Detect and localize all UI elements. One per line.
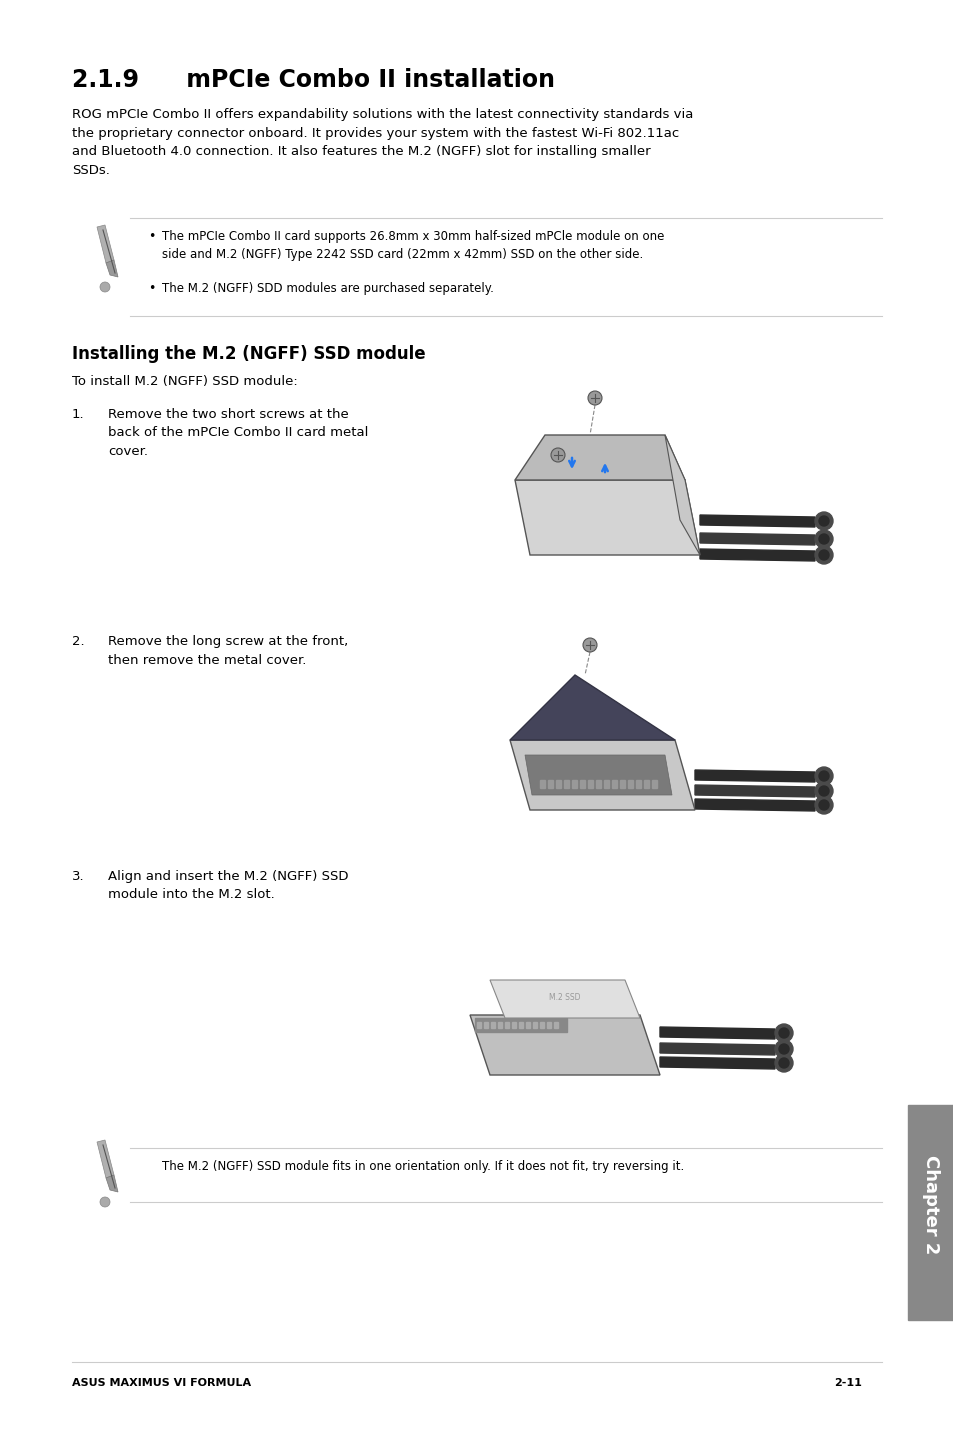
Polygon shape bbox=[700, 533, 814, 545]
Bar bbox=[603, 779, 608, 788]
Text: 2.1.9  mPCIe Combo II installation: 2.1.9 mPCIe Combo II installation bbox=[71, 68, 555, 92]
Polygon shape bbox=[659, 1027, 774, 1040]
Circle shape bbox=[774, 1054, 792, 1071]
Polygon shape bbox=[106, 260, 118, 278]
Circle shape bbox=[551, 449, 564, 462]
Text: Chapter 2: Chapter 2 bbox=[921, 1155, 939, 1255]
Polygon shape bbox=[700, 549, 814, 561]
Circle shape bbox=[779, 1044, 788, 1054]
Bar bbox=[539, 1022, 543, 1028]
Polygon shape bbox=[490, 981, 639, 1018]
Circle shape bbox=[814, 531, 832, 548]
Text: •: • bbox=[148, 230, 155, 243]
Text: Align and insert the M.2 (NGFF) SSD
module into the M.2 slot.: Align and insert the M.2 (NGFF) SSD modu… bbox=[108, 870, 348, 902]
Polygon shape bbox=[106, 1175, 118, 1192]
Text: 1.: 1. bbox=[71, 408, 85, 421]
Text: Remove the two short screws at the
back of the mPCIe Combo II card metal
cover.: Remove the two short screws at the back … bbox=[108, 408, 368, 457]
Bar bbox=[643, 779, 648, 788]
Polygon shape bbox=[695, 769, 814, 782]
Bar bbox=[554, 1022, 558, 1028]
Bar bbox=[491, 1022, 495, 1028]
Bar bbox=[497, 1022, 501, 1028]
Text: Remove the long screw at the front,
then remove the metal cover.: Remove the long screw at the front, then… bbox=[108, 636, 348, 666]
Circle shape bbox=[818, 549, 828, 559]
Circle shape bbox=[779, 1028, 788, 1038]
Text: M.2 SSD: M.2 SSD bbox=[549, 994, 580, 1002]
Bar bbox=[504, 1022, 509, 1028]
Bar bbox=[533, 1022, 537, 1028]
Polygon shape bbox=[695, 800, 814, 811]
Polygon shape bbox=[700, 515, 814, 526]
Circle shape bbox=[100, 1196, 110, 1206]
Polygon shape bbox=[695, 785, 814, 797]
Polygon shape bbox=[515, 436, 684, 480]
Polygon shape bbox=[97, 1140, 113, 1178]
Bar bbox=[512, 1022, 516, 1028]
Bar bbox=[596, 779, 600, 788]
Polygon shape bbox=[510, 741, 695, 810]
Bar bbox=[651, 779, 657, 788]
Bar bbox=[636, 779, 640, 788]
Bar bbox=[907, 1104, 953, 1320]
Circle shape bbox=[818, 771, 828, 781]
Text: Installing the M.2 (NGFF) SSD module: Installing the M.2 (NGFF) SSD module bbox=[71, 345, 425, 362]
Text: The M.2 (NGFF) SSD module fits in one orientation only. If it does not fit, try : The M.2 (NGFF) SSD module fits in one or… bbox=[162, 1160, 683, 1173]
Polygon shape bbox=[510, 674, 675, 741]
Bar bbox=[556, 779, 560, 788]
Bar bbox=[612, 779, 617, 788]
Bar bbox=[619, 779, 624, 788]
Polygon shape bbox=[470, 1015, 659, 1076]
Bar bbox=[627, 779, 633, 788]
Bar bbox=[572, 779, 577, 788]
Polygon shape bbox=[515, 480, 700, 555]
Polygon shape bbox=[659, 1057, 774, 1068]
Text: •: • bbox=[148, 282, 155, 295]
Circle shape bbox=[774, 1040, 792, 1058]
Circle shape bbox=[814, 797, 832, 814]
Text: 2.: 2. bbox=[71, 636, 85, 649]
Text: The M.2 (NGFF) SDD modules are purchased separately.: The M.2 (NGFF) SDD modules are purchased… bbox=[162, 282, 494, 295]
Bar bbox=[547, 779, 553, 788]
Bar bbox=[563, 779, 568, 788]
Circle shape bbox=[814, 782, 832, 800]
Circle shape bbox=[582, 638, 597, 651]
Text: ROG mPCIe Combo II offers expandability solutions with the latest connectivity s: ROG mPCIe Combo II offers expandability … bbox=[71, 108, 693, 177]
Circle shape bbox=[818, 516, 828, 526]
Text: 3.: 3. bbox=[71, 870, 85, 883]
Polygon shape bbox=[524, 755, 671, 795]
Circle shape bbox=[818, 533, 828, 544]
Bar bbox=[518, 1022, 522, 1028]
Polygon shape bbox=[659, 1043, 774, 1055]
Bar bbox=[476, 1022, 480, 1028]
Bar bbox=[579, 779, 584, 788]
Circle shape bbox=[814, 766, 832, 785]
Polygon shape bbox=[664, 436, 700, 555]
Text: 2-11: 2-11 bbox=[833, 1378, 862, 1388]
Circle shape bbox=[818, 800, 828, 810]
Bar bbox=[546, 1022, 551, 1028]
Circle shape bbox=[587, 391, 601, 406]
Bar bbox=[539, 779, 544, 788]
Circle shape bbox=[774, 1024, 792, 1043]
Bar bbox=[475, 1018, 566, 1032]
Bar bbox=[483, 1022, 488, 1028]
Circle shape bbox=[814, 512, 832, 531]
Text: The mPCIe Combo II card supports 26.8mm x 30mm half-sized mPCle module on one
si: The mPCIe Combo II card supports 26.8mm … bbox=[162, 230, 663, 262]
Circle shape bbox=[100, 282, 110, 292]
Circle shape bbox=[814, 546, 832, 564]
Polygon shape bbox=[97, 224, 113, 263]
Text: To install M.2 (NGFF) SSD module:: To install M.2 (NGFF) SSD module: bbox=[71, 375, 297, 388]
Circle shape bbox=[779, 1058, 788, 1068]
Text: ASUS MAXIMUS VI FORMULA: ASUS MAXIMUS VI FORMULA bbox=[71, 1378, 251, 1388]
Bar bbox=[587, 779, 593, 788]
Circle shape bbox=[818, 787, 828, 797]
Bar bbox=[525, 1022, 530, 1028]
